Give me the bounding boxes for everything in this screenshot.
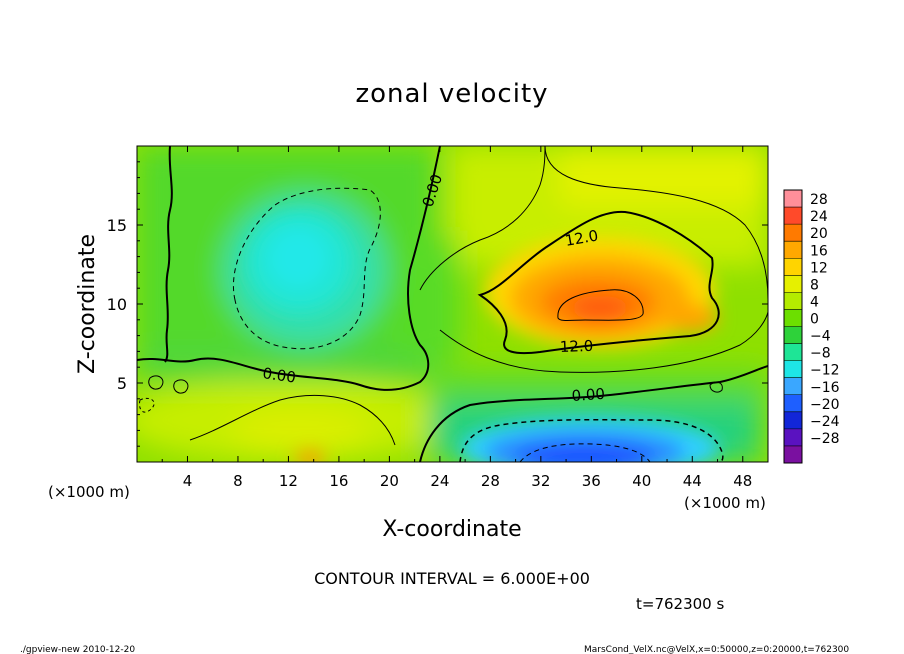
- colorbar-swatch: [784, 343, 802, 362]
- colorbar-label: 0: [810, 312, 819, 328]
- x-tick-label: 12: [279, 472, 298, 490]
- x-tick-label: 36: [582, 472, 601, 490]
- x-unit-left: (×1000 m): [48, 483, 130, 501]
- colorbar-swatch: [784, 394, 802, 413]
- colorbar-swatch: [784, 360, 802, 379]
- colorbar-label: 28: [810, 192, 828, 208]
- colorbar-label: −12: [810, 363, 840, 379]
- colorbar-label: −8: [810, 346, 831, 362]
- colorbar-swatch: [784, 224, 802, 242]
- y-axis-label: Z-coordinate: [75, 234, 100, 374]
- colorbar-label: 8: [810, 277, 819, 293]
- footer-left: ./gpview-new 2010-12-20: [20, 645, 135, 654]
- colorbar-swatch: [784, 445, 802, 464]
- x-axis-label: X-coordinate: [382, 517, 521, 542]
- colorbar-label: −24: [810, 414, 840, 430]
- x-tick-label: 32: [531, 472, 550, 490]
- colorbar-label: 4: [810, 294, 819, 310]
- x-tick-label: 16: [329, 472, 348, 490]
- colorbar-swatch: [784, 190, 802, 208]
- colorbar-swatch: [784, 207, 802, 225]
- x-tick-label: 8: [233, 472, 243, 490]
- contour-interval: CONTOUR INTERVAL = 6.000E+00: [314, 569, 590, 588]
- x-tick-label: 40: [632, 472, 651, 490]
- y-tick-label: 15: [107, 216, 127, 235]
- colorbar-swatch: [784, 292, 802, 310]
- colorbar-label: 12: [810, 260, 828, 276]
- colorbar-swatch: [784, 326, 802, 345]
- x-axis: 4 8 12 16 20 24 28 32 36 40 44 48: [161, 146, 752, 490]
- colorbar-swatch: [784, 309, 802, 327]
- x-unit-right: (×1000 m): [684, 494, 766, 512]
- colorbar-swatch: [784, 428, 802, 447]
- contour-label-zero-bottom: 0.00: [571, 385, 606, 405]
- contour-label-twelve-bottom: 12.0: [560, 337, 594, 356]
- time-stamp: t=762300 s: [636, 595, 724, 613]
- velocity-field: 0.00 0.00 0.00 12.0 12.0: [137, 146, 768, 462]
- colorbar-label: −20: [810, 397, 840, 413]
- colorbar-label: −4: [810, 329, 831, 345]
- contour-label-twelve-top: 12.0: [564, 226, 600, 250]
- x-tick-label: 48: [733, 472, 752, 490]
- colorbar-swatch: [784, 275, 802, 293]
- colorbar-label: −28: [810, 431, 840, 447]
- x-tick-label: 44: [683, 472, 702, 490]
- colorbar-label: −16: [810, 380, 840, 396]
- colorbar-swatch: [784, 258, 802, 276]
- colorbar-label: 24: [810, 209, 828, 225]
- chart-title: zonal velocity: [355, 79, 548, 109]
- y-tick-label: 5: [117, 374, 127, 393]
- x-tick-label: 4: [183, 472, 193, 490]
- y-axis: 5 10 15: [107, 161, 768, 447]
- x-tick-label: 20: [380, 472, 399, 490]
- colorbar-swatch: [784, 377, 802, 396]
- x-tick-label: 28: [481, 472, 500, 490]
- colorbar-swatch: [784, 411, 802, 430]
- colorbar-label: 16: [810, 243, 828, 259]
- y-tick-label: 10: [107, 295, 127, 314]
- colorbar-swatch: [784, 241, 802, 259]
- x-tick-label: 24: [430, 472, 449, 490]
- contour-label-zero-left: 0.00: [261, 364, 297, 386]
- colorbar-label: 20: [810, 226, 828, 242]
- footer-right: MarsCond_VelX.nc@VelX,x=0:50000,z=0:2000…: [584, 645, 849, 654]
